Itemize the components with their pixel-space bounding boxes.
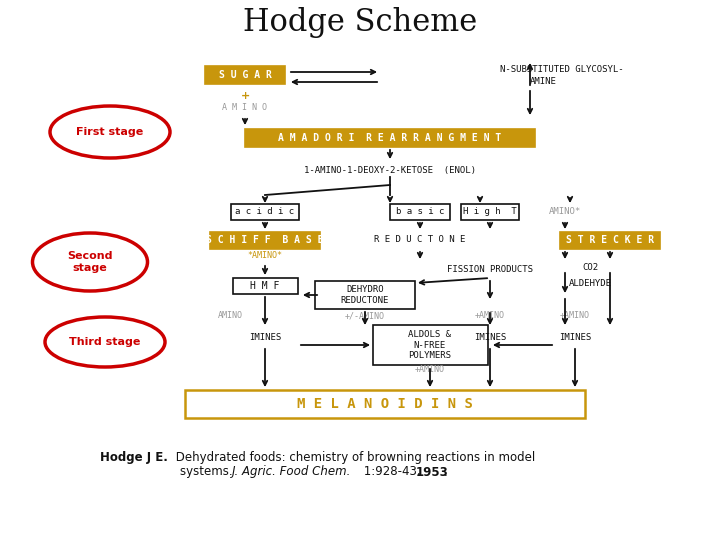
FancyBboxPatch shape: [231, 204, 299, 220]
Text: A M I N O: A M I N O: [222, 104, 268, 112]
Text: Second
stage: Second stage: [67, 251, 113, 273]
FancyBboxPatch shape: [390, 204, 450, 220]
Text: ALDOLS &
N-FREE
POLYMERS: ALDOLS & N-FREE POLYMERS: [408, 330, 451, 360]
Text: A M A D O R I  R E A R R A N G M E N T: A M A D O R I R E A R R A N G M E N T: [279, 133, 502, 143]
Text: IMINES: IMINES: [559, 334, 591, 342]
Text: DEHYDRO
REDUCTONE: DEHYDRO REDUCTONE: [341, 285, 390, 305]
Text: Hodge J E.: Hodge J E.: [100, 451, 168, 464]
Text: Hodge Scheme: Hodge Scheme: [243, 6, 477, 37]
Text: M E L A N O I D I N S: M E L A N O I D I N S: [297, 397, 473, 411]
Text: IMINES: IMINES: [249, 334, 281, 342]
FancyBboxPatch shape: [461, 204, 519, 220]
Text: +AMINO: +AMINO: [415, 366, 445, 375]
Text: 1:928-43,: 1:928-43,: [360, 465, 424, 478]
Text: S T R E C K E R: S T R E C K E R: [566, 235, 654, 245]
Text: +/-AMINO: +/-AMINO: [345, 312, 385, 321]
Text: +AMINO: +AMINO: [560, 312, 590, 321]
FancyBboxPatch shape: [560, 232, 660, 248]
Text: AMINO: AMINO: [217, 312, 243, 321]
FancyBboxPatch shape: [245, 129, 535, 147]
Text: J. Agric. Food Chem.: J. Agric. Food Chem.: [232, 465, 351, 478]
FancyBboxPatch shape: [210, 232, 320, 248]
Text: First stage: First stage: [76, 127, 143, 137]
Text: CO2: CO2: [582, 264, 598, 273]
FancyBboxPatch shape: [372, 325, 487, 365]
Text: H M F: H M F: [251, 281, 279, 291]
Text: R E D U C T O N E: R E D U C T O N E: [374, 235, 466, 245]
Text: S C H I F F  B A S E: S C H I F F B A S E: [206, 235, 324, 245]
FancyBboxPatch shape: [233, 278, 297, 294]
Text: systems.: systems.: [180, 465, 236, 478]
FancyBboxPatch shape: [315, 281, 415, 309]
Text: AMINE: AMINE: [530, 78, 557, 86]
Text: S U G A R: S U G A R: [219, 70, 271, 80]
FancyBboxPatch shape: [185, 390, 585, 418]
Text: Third stage: Third stage: [69, 337, 140, 347]
Text: b a s i c: b a s i c: [396, 207, 444, 217]
Text: *AMINO*: *AMINO*: [248, 251, 282, 260]
Text: 1953: 1953: [416, 465, 449, 478]
Text: AMINO*: AMINO*: [549, 207, 581, 217]
Text: .: .: [444, 465, 448, 478]
Text: 1-AMINO-1-DEOXY-2-KETOSE  (ENOL): 1-AMINO-1-DEOXY-2-KETOSE (ENOL): [304, 165, 476, 174]
Text: N-SUBSTITUTED GLYCOSYL-: N-SUBSTITUTED GLYCOSYL-: [500, 65, 624, 75]
Text: H i g h  T: H i g h T: [463, 207, 517, 217]
Text: Dehydrated foods: chemistry of browning reactions in model: Dehydrated foods: chemistry of browning …: [172, 451, 535, 464]
FancyBboxPatch shape: [205, 66, 285, 84]
Text: FISSION PRODUCTS: FISSION PRODUCTS: [447, 266, 533, 274]
Text: IMINES: IMINES: [474, 334, 506, 342]
Text: a c i d i c: a c i d i c: [235, 207, 294, 217]
Text: ALDEHYDE: ALDEHYDE: [569, 279, 611, 287]
Text: +: +: [240, 91, 250, 101]
Text: +AMINO: +AMINO: [475, 312, 505, 321]
